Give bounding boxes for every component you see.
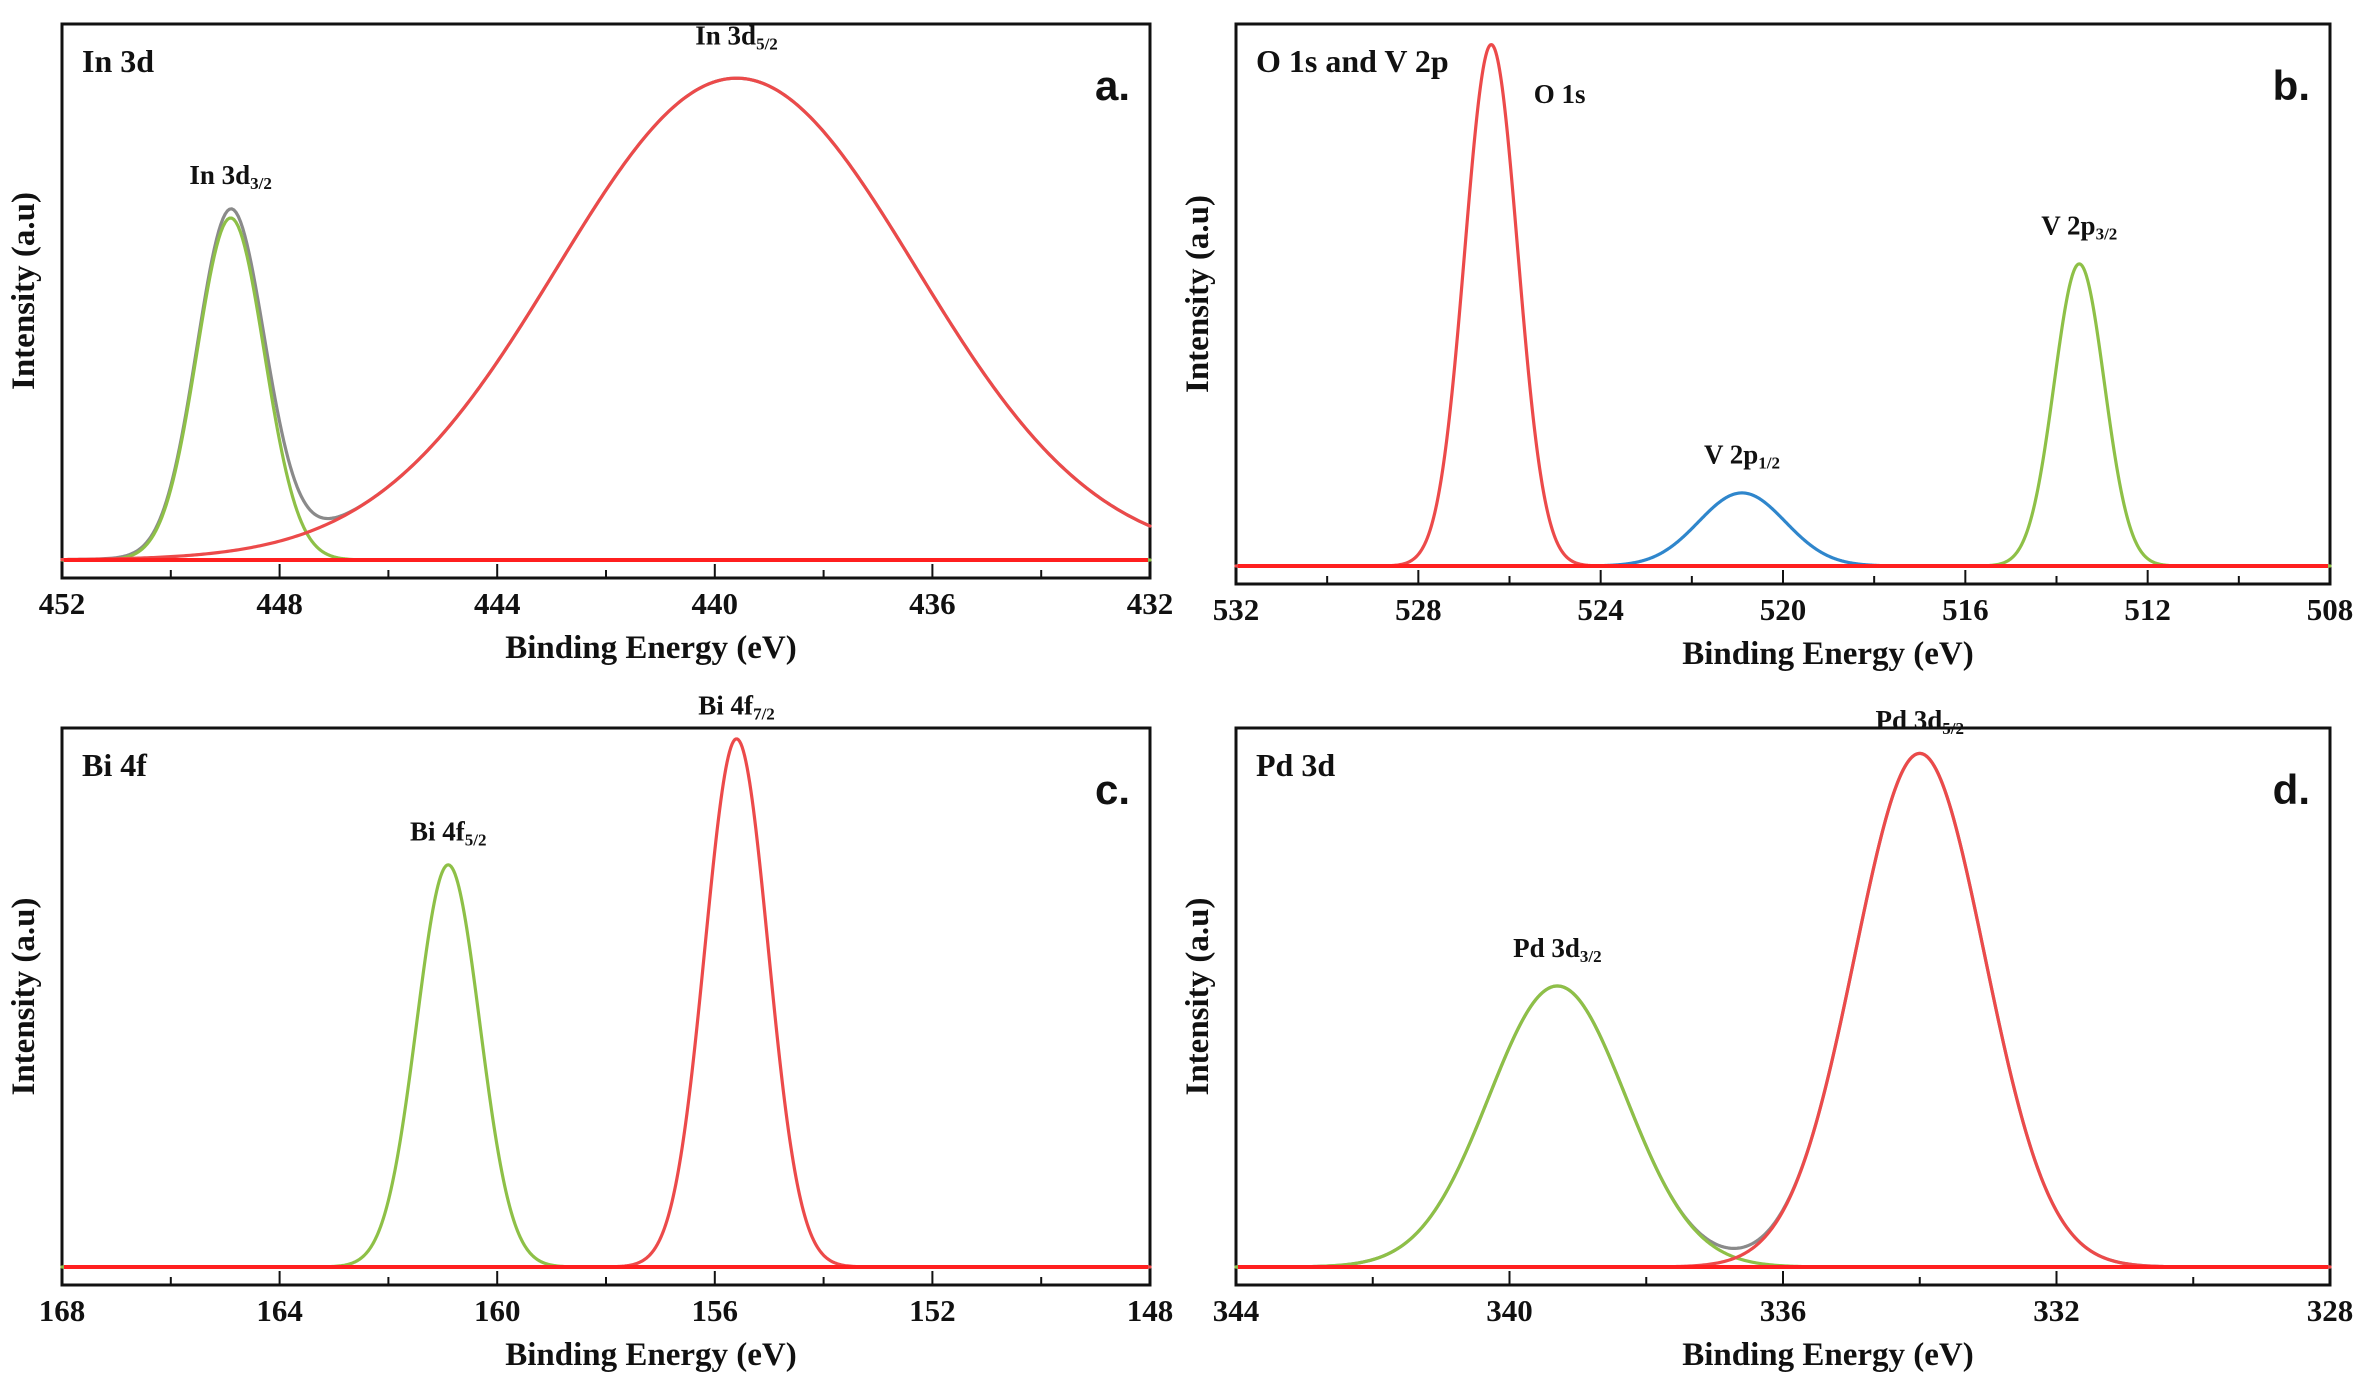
series-line-a-1 — [60, 76, 1152, 562]
peak-label: In 3d5/2 — [695, 20, 778, 53]
x-tick-label: 532 — [1213, 592, 1260, 627]
panel-letter: b. — [2273, 62, 2310, 109]
x-axis-title: Binding Energy (eV) — [505, 1337, 797, 1373]
plot-frame — [60, 726, 1152, 1287]
x-tick-label: 156 — [692, 1293, 739, 1328]
peak-label: Bi 4f5/2 — [410, 817, 487, 850]
peak-label: Pd 3d3/2 — [1513, 933, 1602, 966]
peak-label-subscript: 3/2 — [2096, 225, 2118, 244]
x-tick-label: 344 — [1213, 1293, 1260, 1328]
peak-label: V 2p3/2 — [2041, 211, 2117, 244]
panel-letter: d. — [2273, 766, 2310, 813]
peak-label-subscript: 1/2 — [1758, 454, 1780, 473]
y-axis-title: Intensity (a.u) — [1180, 195, 1216, 393]
peak-label-main: Bi 4f — [410, 817, 466, 847]
series-line-c-0 — [60, 863, 717, 1269]
panel-c-bi-4f: 168 164 160 156 152 148 Binding Energy (eV) Int… — [6, 691, 1173, 1373]
peak-label-subscript: 5/2 — [1942, 719, 1964, 738]
panel-d-pd-3d: 344 340 336 332 328 Binding Energy (eV) Intens… — [1180, 705, 2353, 1373]
peak-label-subscript: 3/2 — [250, 174, 272, 193]
peak-label-subscript: 5/2 — [756, 34, 778, 53]
peak-label-main: Pd 3d — [1875, 705, 1942, 735]
panel-letter: c. — [1095, 766, 1130, 813]
peak-label: In 3d3/2 — [189, 160, 272, 193]
x-axis-title: Binding Energy (eV) — [1682, 636, 1974, 672]
x-tick-label: 520 — [1760, 592, 1807, 627]
series-line-b-1 — [1599, 491, 1899, 568]
x-tick-label: 524 — [1577, 592, 1624, 627]
peak-label-main: Pd 3d — [1513, 933, 1580, 963]
peak-label-main: Bi 4f — [698, 691, 754, 721]
x-tick-label: 340 — [1486, 1293, 1533, 1328]
plot-frame — [1234, 22, 2332, 586]
x-tick-label: 160 — [474, 1293, 521, 1328]
series-line-b-0 — [1234, 43, 1694, 568]
envelope-line — [1234, 751, 2332, 1269]
envelope-line — [60, 76, 1152, 562]
peak-label-main: In 3d — [189, 160, 250, 190]
panel-title: O 1s and V 2p — [1256, 43, 1449, 79]
x-tick-label: 512 — [2124, 592, 2171, 627]
x-tick-label: 168 — [39, 1293, 86, 1328]
x-tick-label: 452 — [39, 586, 86, 621]
peak-label-main: V 2p — [2041, 211, 2095, 241]
series-line-a-0 — [60, 216, 1152, 562]
series-line-d-0 — [1234, 984, 2059, 1269]
plot-frame — [1234, 726, 2332, 1287]
peak-label: V 2p1/2 — [1704, 440, 1780, 473]
peak-label: O 1s — [1534, 79, 1586, 109]
panel-title: Pd 3d — [1256, 747, 1335, 783]
panel-title: Bi 4f — [82, 747, 147, 783]
series-line-b-2 — [1872, 262, 2332, 568]
x-tick-label: 328 — [2307, 1293, 2354, 1328]
x-tick-label: 444 — [474, 586, 521, 621]
panel-letter: a. — [1095, 62, 1130, 109]
x-tick-label: 440 — [692, 586, 739, 621]
x-tick-label: 148 — [1127, 1293, 1174, 1328]
y-axis-title: Intensity (a.u) — [6, 192, 42, 390]
peak-label: Bi 4f7/2 — [698, 691, 775, 724]
x-tick-label: 152 — [909, 1293, 956, 1328]
x-tick-label: 432 — [1127, 586, 1174, 621]
peak-label: Pd 3d5/2 — [1875, 705, 1964, 738]
x-tick-label: 516 — [1942, 592, 1989, 627]
peak-label-main: O 1s — [1534, 79, 1586, 109]
panel-b-o1s-v2p: 532 528 524 520 516 512 508 Binding Energy (eV)… — [1180, 22, 2354, 672]
x-axis-title: Binding Energy (eV) — [505, 630, 797, 666]
x-tick-label: 436 — [909, 586, 956, 621]
x-axis-title: Binding Energy (eV) — [1682, 1337, 1974, 1373]
x-tick-label: 332 — [2033, 1293, 2080, 1328]
peak-label-subscript: 5/2 — [465, 831, 487, 850]
panel-a-in-3d: 452 448 444 440 436 432 Binding Energy (eV) Int… — [6, 20, 1173, 666]
y-axis-title: Intensity (a.u) — [6, 897, 42, 1095]
peak-label-subscript: 7/2 — [753, 705, 775, 724]
x-tick-label: 528 — [1395, 592, 1442, 627]
series-line-d-1 — [1507, 751, 2332, 1269]
peak-label-main: In 3d — [695, 20, 756, 50]
y-axis-title: Intensity (a.u) — [1180, 897, 1216, 1095]
x-tick-label: 164 — [256, 1293, 303, 1328]
peak-label-subscript: 3/2 — [1580, 947, 1602, 966]
peak-label-main: V 2p — [1704, 440, 1758, 470]
x-tick-label: 336 — [1760, 1293, 1807, 1328]
x-tick-label: 448 — [256, 586, 303, 621]
series-line-c-1 — [522, 737, 1152, 1269]
plot-frame — [60, 22, 1152, 580]
panel-title: In 3d — [82, 43, 154, 79]
x-tick-label: 508 — [2307, 592, 2354, 627]
